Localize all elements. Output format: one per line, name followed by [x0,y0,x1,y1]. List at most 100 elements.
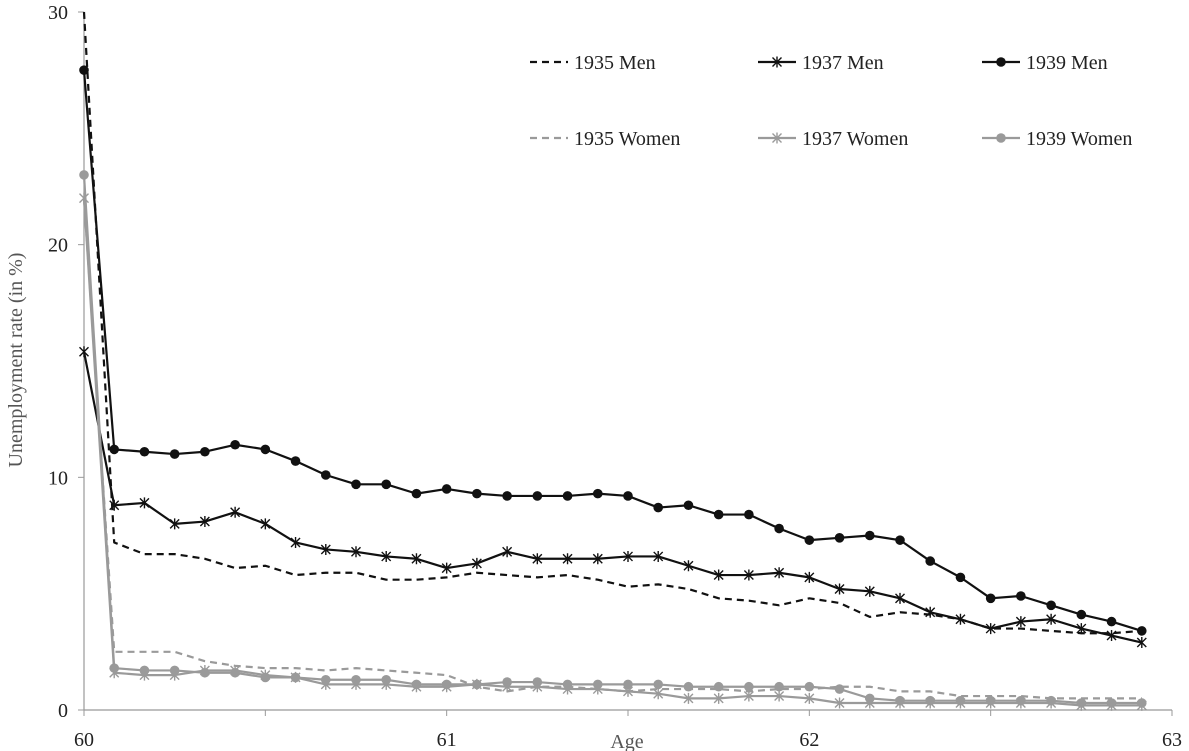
axes: 0 10 20 30 60 61 62 63 [48,2,1182,751]
data-point-1939-men [774,523,784,534]
data-point-1937-women [834,697,845,709]
data-point-1937-men [592,553,603,565]
data-point-1937-men [804,571,815,583]
legend-label-1935-women: 1935 Women [574,128,680,150]
data-point-1939-women [895,695,905,706]
data-point-1939-women [381,674,392,685]
data-point-1937-men [834,583,845,595]
data-point-1937-men [925,606,936,618]
data-point-1937-men [623,550,633,562]
legend-item-1935-men: 1935 Men [530,52,656,74]
data-point-1939-women [109,663,120,673]
data-point-1939-women [683,681,694,692]
data-point-1937-women [804,692,815,704]
series-line-1937-men [82,351,1143,644]
data-point-1937-men [230,506,241,518]
data-point-1939-women [804,681,815,692]
y-tick-label: 20 [48,235,68,257]
legend-marker-1939-men [996,57,1006,67]
data-point-1939-women [169,665,180,676]
series-line-1939-men [82,70,1143,632]
data-point-1939-women [562,679,573,690]
data-point-1937-men [199,516,210,528]
series-line-1935-men [82,11,1142,635]
data-point-1939-men [79,65,89,75]
legend-label-1939-women: 1939 Women [1026,128,1132,150]
data-point-1937-men [562,553,573,565]
data-point-1937-men [895,592,905,604]
data-point-1939-men [834,533,845,543]
data-point-1939-women [1016,695,1026,706]
legend-item-1939-women: 1939 Women [982,128,1132,150]
legend-marker-1937-men [772,56,782,68]
y-tick-label: 30 [48,2,68,24]
data-point-1939-women [713,681,724,692]
legend-marker-1939-women [996,133,1006,143]
data-point-1939-men [653,502,664,513]
data-point-1937-men [683,560,694,572]
data-point-1937-women [743,690,754,702]
data-point-1939-men [864,530,875,541]
data-point-1939-men [1076,609,1087,620]
data-point-1939-men [472,488,482,499]
data-point-1937-men [139,497,150,509]
data-point-1937-women [79,192,89,204]
data-point-1937-men [502,546,513,558]
data-point-1939-men [320,470,331,480]
data-point-1939-women [139,665,150,676]
data-point-1939-men [744,509,754,520]
legend: 1935 Men 1937 Men 1939 Men 1935 Women 1937 W… [530,52,1132,150]
data-point-1937-men [532,553,543,565]
data-point-1939-women [79,170,89,180]
data-point-1939-women [502,677,512,687]
data-point-1939-men [1046,600,1056,611]
data-point-1939-women [955,695,966,706]
series-line-1939-women [82,174,1142,705]
data-point-1939-women [592,679,603,690]
data-point-1939-women [200,667,210,678]
data-point-1939-women [653,679,664,690]
data-point-1937-men [1136,637,1147,649]
data-point-1939-men [562,491,573,501]
y-tick-label: 10 [48,467,68,489]
data-point-1939-women [230,667,240,678]
data-point-1939-women [1136,698,1147,708]
legend-label-1935-men: 1935 Men [574,52,656,74]
legend-item-1939-men: 1939 Men [982,52,1108,74]
data-point-1939-men [1016,591,1026,601]
data-point-1939-men [441,484,452,494]
data-point-1937-men [1046,613,1057,625]
data-point-1939-men [925,556,936,566]
y-tick-label: 0 [58,700,68,722]
series-1937-men [79,346,1147,649]
data-point-1937-men [79,346,89,358]
legend-marker-1937-women [772,132,782,144]
data-point-1939-men [592,488,603,499]
data-point-1937-men [351,546,361,558]
data-point-1937-women [683,692,694,704]
data-point-1939-men [955,572,966,583]
data-point-1939-men [411,488,422,499]
data-point-1939-men [1136,626,1147,636]
data-point-1939-women [985,695,996,706]
data-point-1939-men [502,491,512,501]
data-point-1939-women [864,693,875,704]
data-point-1939-men [109,444,120,455]
data-point-1939-women [834,684,845,694]
data-point-1937-men [1015,616,1026,628]
data-point-1939-men [169,449,180,459]
x-tick-label: 61 [437,729,457,751]
data-point-1939-men [623,491,633,501]
series-1939-women [79,170,1147,708]
data-point-1939-women [1106,698,1117,708]
data-point-1939-men [713,509,724,520]
data-point-1939-women [290,672,301,683]
legend-item-1937-women: 1937 Women [758,128,908,150]
x-axis-title: Age [610,731,643,751]
x-tick-label: 60 [74,729,94,751]
data-point-1937-women [653,688,664,700]
data-point-1939-women [774,681,784,692]
data-point-1937-men [955,613,966,625]
data-point-1939-women [1076,698,1087,708]
data-point-1939-women [351,674,361,685]
